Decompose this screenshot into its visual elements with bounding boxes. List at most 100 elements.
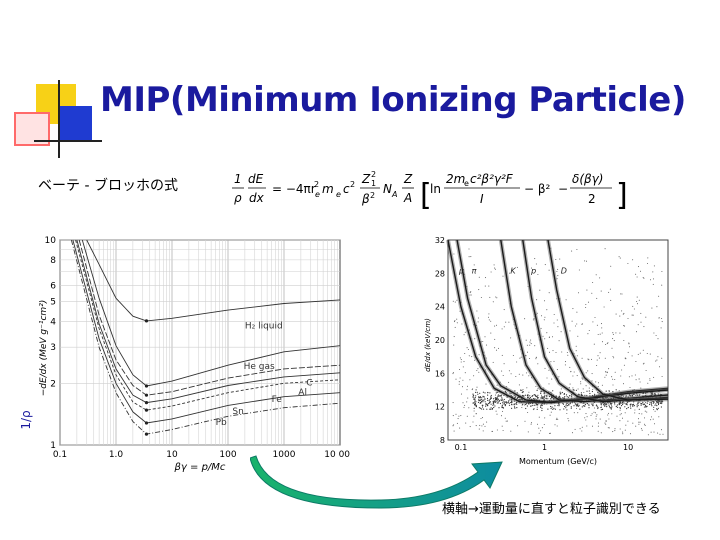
band-dot <box>499 402 501 405</box>
noise-dot <box>585 372 587 374</box>
noise-dot <box>639 352 641 354</box>
right-y-tick: 28 <box>435 269 445 278</box>
noise-dot <box>612 384 614 386</box>
noise-dot <box>472 421 474 423</box>
band-dot <box>612 391 614 393</box>
noise-dot <box>620 375 622 377</box>
noise-dot <box>658 366 661 368</box>
noise-dot <box>466 285 468 288</box>
band-dot <box>552 398 555 400</box>
band-dot <box>560 397 562 399</box>
band-dot <box>474 397 476 399</box>
noise-dot <box>474 359 476 361</box>
noise-dot <box>591 292 593 294</box>
band-dot <box>490 397 492 399</box>
band-dot <box>511 399 513 401</box>
band-dot <box>651 393 653 395</box>
noise-dot <box>473 324 475 326</box>
noise-dot <box>526 372 528 374</box>
band-dot <box>546 396 548 398</box>
band-dot <box>566 396 568 398</box>
noise-dot <box>583 391 585 394</box>
band-dot <box>521 391 523 394</box>
band-dot <box>610 407 612 409</box>
band-dot <box>577 405 579 407</box>
band-dot <box>520 399 522 401</box>
noise-dot <box>502 429 504 432</box>
band-dot <box>586 390 588 392</box>
band-dot <box>558 396 560 399</box>
noise-dot <box>568 387 570 389</box>
noise-dot <box>460 361 462 363</box>
noise-dot <box>494 267 496 269</box>
band-dot <box>637 404 639 406</box>
band-dot <box>650 401 652 403</box>
noise-dot <box>458 415 460 417</box>
band-dot <box>578 405 580 407</box>
noise-dot <box>623 312 625 314</box>
noise-dot <box>596 414 598 416</box>
noise-dot <box>570 370 572 372</box>
noise-dot <box>510 337 512 339</box>
noise-dot <box>478 276 480 278</box>
band-dot <box>631 404 633 406</box>
noise-dot <box>476 310 478 312</box>
noise-dot <box>642 276 644 279</box>
noise-dot <box>607 414 609 416</box>
band-dot <box>527 394 529 396</box>
noise-dot <box>550 411 552 413</box>
noise-dot <box>530 339 532 341</box>
noise-dot <box>557 404 559 406</box>
noise-dot <box>526 351 529 353</box>
noise-dot <box>575 345 577 347</box>
band-dot <box>480 397 482 399</box>
slide-title: MIP(Minimum Ionizing Particle) <box>100 80 686 120</box>
noise-dot <box>478 371 480 373</box>
band-dot <box>477 401 480 403</box>
band-dot <box>506 402 508 404</box>
noise-dot <box>556 319 558 321</box>
noise-dot <box>633 389 635 391</box>
band-dot <box>588 407 590 409</box>
f-ln-num: 2m <box>446 172 465 186</box>
left-x-tick: 10 <box>166 450 178 460</box>
left-curves: H₂ liquid He gas CAl Fe Sn Pb <box>70 239 341 436</box>
band-dot <box>559 393 561 395</box>
band-dot <box>588 390 590 392</box>
band-dot <box>523 395 525 397</box>
noise-dot <box>605 343 607 346</box>
band-dot <box>479 396 481 398</box>
band-dot <box>511 404 513 406</box>
noise-dot <box>584 260 586 262</box>
noise-dot <box>501 425 503 427</box>
noise-dot <box>480 296 482 299</box>
noise-dot <box>463 406 465 408</box>
noise-dot <box>627 420 629 422</box>
noise-dot <box>625 424 627 426</box>
noise-dot <box>544 367 546 369</box>
noise-dot <box>544 316 546 318</box>
band-dot <box>601 408 604 410</box>
band-dot <box>543 393 545 395</box>
left-y-tick: 10 <box>45 236 57 246</box>
noise-dot <box>496 297 498 299</box>
noise-dot <box>600 323 603 325</box>
band-dot <box>475 401 477 403</box>
noise-dot <box>556 425 558 427</box>
band-dot <box>495 397 497 399</box>
noise-dot <box>631 375 633 377</box>
noise-dot <box>601 327 603 329</box>
band-dot <box>490 407 492 409</box>
noise-dot <box>485 383 487 385</box>
band-dot <box>580 392 582 394</box>
band-dot <box>543 399 545 401</box>
noise-dot <box>523 404 526 406</box>
noise-dot <box>644 400 646 402</box>
noise-dot <box>661 270 663 273</box>
noise-dot <box>623 339 625 342</box>
band-dot <box>507 401 510 403</box>
noise-dot <box>637 266 640 268</box>
noise-dot <box>658 317 660 319</box>
noise-dot <box>495 400 497 402</box>
noise-dot <box>637 353 639 355</box>
